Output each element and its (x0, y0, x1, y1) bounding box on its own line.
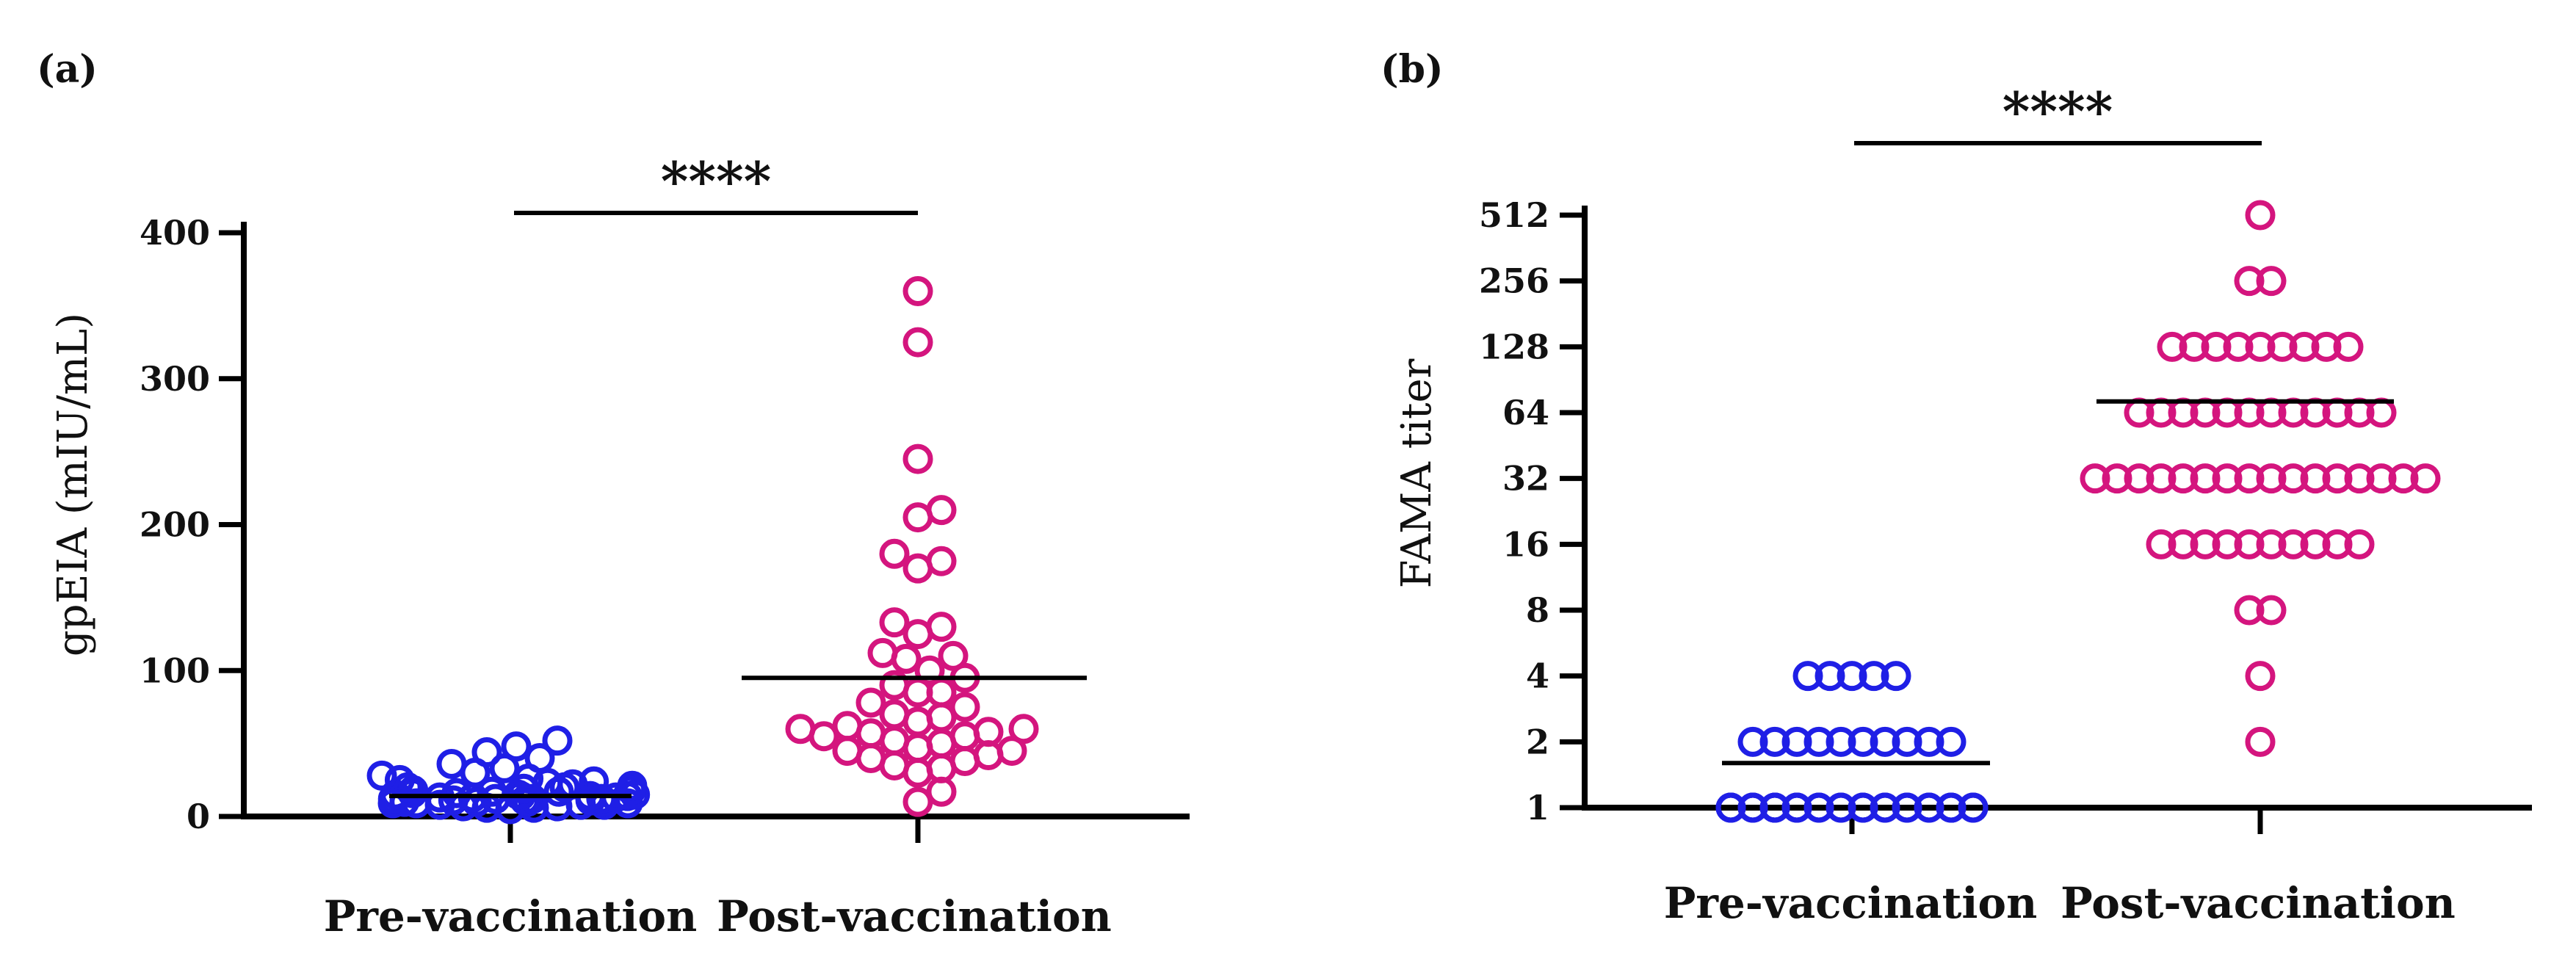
panel-b-point-post (2248, 203, 2273, 228)
panel-b-points-post (2083, 203, 2438, 754)
panel-a-gpeia-chart: (a) gpEIA (mIU/mL) 0 100 200 300 400 Pre-vac… (37, 47, 1190, 941)
panel-a-y-ticks: 0 100 200 300 400 (140, 213, 244, 836)
panel-b-y-tick-label: 4 (1526, 656, 1549, 696)
panel-a-point-pre (545, 728, 570, 753)
panel-a-point-post (941, 643, 966, 668)
panel-a-y-tick-label: 200 (140, 505, 210, 545)
panel-a-point-post (882, 541, 907, 566)
panel-a-category-post: Post-vaccination (717, 891, 1112, 941)
panel-a-point-post (952, 724, 977, 749)
panel-b-fama-chart: (b) FAMA titer 1 2 4 8 16 32 64 128 256 512 Pre-v… (1381, 47, 2532, 928)
panel-a-y-tick-label: 100 (140, 651, 210, 690)
panel-a-y-tick-label: 400 (140, 213, 210, 253)
panel-a-y-axis-title: gpEIA (mIU/mL) (49, 313, 97, 656)
panel-b-points-pre (1718, 664, 1986, 820)
panel-b-y-tick-label: 512 (1479, 195, 1549, 235)
panel-b-point-post (2248, 729, 2273, 754)
panel-a-point-post (952, 695, 977, 720)
panel-a-points-post (788, 279, 1036, 815)
panel-b-label: (b) (1381, 47, 1444, 92)
panel-a-points-pre (369, 728, 648, 822)
panel-a-point-pre (474, 740, 499, 765)
panel-a-point-post (929, 548, 954, 573)
panel-a-point-post (905, 279, 930, 304)
panel-b-y-tick-label: 2 (1526, 722, 1549, 761)
panel-a-point-post (835, 739, 860, 764)
panel-a-significance-label: **** (661, 150, 772, 212)
panel-b-significance-label: **** (2002, 80, 2113, 142)
panel-b-y-tick-label: 256 (1479, 261, 1549, 301)
panel-b-category-post: Post-vaccination (2061, 878, 2456, 928)
panel-a-point-post (788, 717, 813, 742)
panel-b-y-tick-label: 8 (1526, 590, 1549, 630)
panel-b-y-tick-label: 32 (1502, 459, 1549, 499)
panel-b-y-tick-label: 64 (1502, 393, 1549, 432)
panel-b-y-tick-label: 128 (1479, 327, 1549, 366)
panel-b-y-ticks: 1 2 4 8 16 32 64 128 256 512 (1479, 195, 1585, 827)
panel-a-point-pre (504, 734, 529, 759)
panel-b-point-post (2248, 664, 2273, 689)
panel-a-y-tick-label: 300 (140, 359, 210, 399)
panel-a-category-pre: Pre-vaccination (324, 891, 698, 941)
panel-a-y-tick-label: 0 (187, 797, 210, 836)
panel-a-point-post (882, 610, 907, 635)
panel-a-label: (a) (37, 47, 98, 92)
panel-b-y-tick-label: 16 (1502, 524, 1549, 564)
panel-a-point-post (905, 446, 930, 471)
panel-a-point-post (870, 640, 895, 665)
panel-a-point-post (858, 690, 883, 715)
panel-a-point-post (929, 615, 954, 640)
panel-a-point-post (929, 498, 954, 523)
panel-a-point-post (1011, 717, 1036, 742)
panel-b-y-tick-label: 1 (1526, 788, 1549, 827)
panel-a-point-post (835, 714, 860, 739)
panel-b-y-axis-title: FAMA titer (1393, 358, 1441, 588)
panel-b-category-pre: Pre-vaccination (1664, 878, 2038, 928)
panel-a-point-post (905, 330, 930, 355)
panel-a-point-pre (439, 751, 464, 776)
figure: (a) gpEIA (mIU/mL) 0 100 200 300 400 Pre-vac… (0, 0, 2576, 978)
